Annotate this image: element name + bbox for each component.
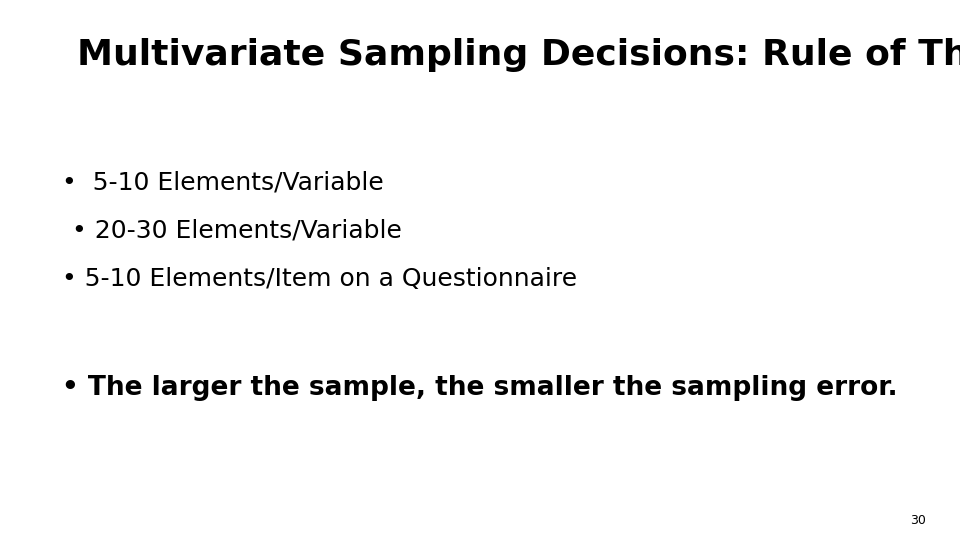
Text: • 5-10 Elements/Item on a Questionnaire: • 5-10 Elements/Item on a Questionnaire bbox=[62, 267, 578, 291]
Text: • The larger the sample, the smaller the sampling error.: • The larger the sample, the smaller the… bbox=[62, 375, 898, 401]
Text: 30: 30 bbox=[910, 514, 926, 526]
Text: • 20-30 Elements/Variable: • 20-30 Elements/Variable bbox=[72, 219, 402, 242]
Text: Multivariate Sampling Decisions: Rule of Thumb: Multivariate Sampling Decisions: Rule of… bbox=[77, 38, 960, 72]
Text: •  5-10 Elements/Variable: • 5-10 Elements/Variable bbox=[62, 170, 384, 194]
